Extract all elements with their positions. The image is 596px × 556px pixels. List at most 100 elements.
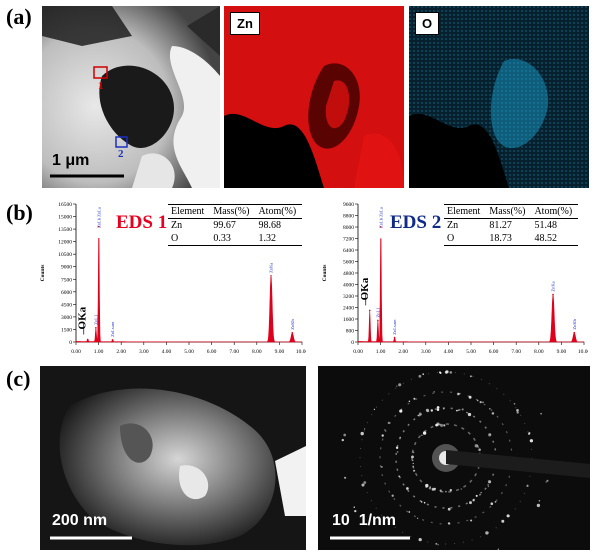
eds2-y-tick-label: 8800 xyxy=(343,214,354,220)
eds2-x-tick-label: 9.00 xyxy=(557,349,567,355)
eds1-x-tick-label: 8.00 xyxy=(252,349,262,355)
eds1-y-tick-label: 1500 xyxy=(61,327,72,333)
eds1-x-tick-label: 6.00 xyxy=(207,349,217,355)
diffraction-spot xyxy=(476,399,479,402)
eds1-x-tick-label: 0.00 xyxy=(71,349,81,355)
eds2-x-tick-label: 10.00 xyxy=(578,349,588,355)
diffraction-spot xyxy=(422,373,425,376)
diffraction-spot xyxy=(422,431,427,435)
stem-scale-bar-label: 1 μm xyxy=(52,152,90,169)
diffraction-spot xyxy=(445,370,449,374)
diffraction-spot xyxy=(516,411,519,414)
eds1-y-tick-label: 0 xyxy=(69,340,72,346)
diffraction-spot xyxy=(400,409,402,411)
diffraction-spot xyxy=(449,488,453,492)
eds2-y-tick-label: 4800 xyxy=(343,271,354,277)
diffraction-spot xyxy=(447,507,451,511)
eds2-cell: 18.73 xyxy=(489,233,512,244)
eds1-col-atom: Atom(%) xyxy=(258,206,297,217)
eds1-y-tick-label: 10500 xyxy=(58,252,72,258)
diffraction-spot xyxy=(361,483,365,487)
eds1-x-tick-label: 2.00 xyxy=(116,349,126,355)
diffraction-spot xyxy=(526,484,529,488)
diffraction-spot xyxy=(420,501,423,503)
diffraction-spot xyxy=(360,514,362,517)
eds2-x-tick-label: 7.00 xyxy=(511,349,521,355)
diffraction-spot xyxy=(460,488,462,490)
diffraction-spot xyxy=(479,401,482,404)
eds1-y-tick-label: 4500 xyxy=(61,302,72,308)
eds1-peak-point xyxy=(98,225,100,228)
diffraction-spot xyxy=(411,455,414,459)
eds1-y-tick-label: 13500 xyxy=(58,227,72,233)
diffraction-spot xyxy=(408,511,411,513)
eds1-peak-point xyxy=(270,275,272,277)
diffraction-spot xyxy=(513,402,516,405)
eds2-x-tick-label: 0.00 xyxy=(353,349,363,355)
eds1-peak-point xyxy=(111,339,114,341)
eds1-col-element: Element xyxy=(171,206,205,217)
diffraction-spot xyxy=(418,374,422,378)
diffraction-spot xyxy=(399,436,401,439)
diffraction-spot xyxy=(546,479,549,482)
diffraction-spot xyxy=(341,438,344,442)
diffraction-spot xyxy=(469,375,472,378)
diffraction-spot xyxy=(373,408,376,411)
diffraction-spot xyxy=(467,412,472,417)
eds2-cell: O xyxy=(447,233,455,244)
diffraction-spot xyxy=(437,544,439,546)
eds1-peak-point xyxy=(95,326,97,329)
diffraction-spot xyxy=(445,490,447,493)
eds1-peak-label: ZnKa xyxy=(269,263,274,273)
eds1-peak-label: ZnLb ZnLa xyxy=(96,207,101,228)
diffraction-spot xyxy=(468,395,472,399)
diffraction-spot xyxy=(436,422,440,426)
panel-label-b: (b) xyxy=(6,200,33,225)
eds1-cell: 99.67 xyxy=(213,220,236,231)
eds1-y-tick-label: 3000 xyxy=(61,315,72,321)
diffraction-spot xyxy=(395,446,399,449)
diffraction-spot xyxy=(343,433,347,437)
eds2-x-tick-label: 3.00 xyxy=(421,349,431,355)
eds2-chart: 0 800 1600 2400 3200 4000 4800 5600 6400 7200 8000… xyxy=(322,202,588,355)
diffraction-spot xyxy=(396,385,398,387)
diffraction-spot xyxy=(536,503,541,508)
eds2-x-tick-label: 5.00 xyxy=(466,349,476,355)
stem-image: 1 2 1 μm xyxy=(42,6,220,188)
eds1-x-tick-label: 9.00 xyxy=(275,349,285,355)
diffraction-spot xyxy=(538,500,541,502)
diffraction-spot xyxy=(449,371,453,374)
diffraction-spot xyxy=(431,487,435,491)
diffraction-spot xyxy=(439,489,442,492)
diffraction-spot xyxy=(416,517,419,519)
eds2-y-tick-label: 1600 xyxy=(343,317,354,323)
eds2-spectrum xyxy=(357,238,585,343)
eds2-peak-label: ZnKa xyxy=(551,281,556,291)
eds2-x-tick-label: 8.00 xyxy=(534,349,544,355)
diffraction-spot xyxy=(436,408,440,412)
eds1-x-tick-label: 3.00 xyxy=(139,349,149,355)
o-map: O xyxy=(409,6,589,188)
eds2-col-element: Element xyxy=(447,206,481,217)
eds1-y-tick-label: 15000 xyxy=(58,215,72,221)
eds2-peak-label: OKa xyxy=(359,277,371,300)
diffraction-spot xyxy=(413,397,416,400)
eds2-x-tick-label: 4.00 xyxy=(444,349,454,355)
diffraction-spot xyxy=(456,392,460,396)
eds2-y-tick-label: 7200 xyxy=(343,237,354,243)
eds2-x-tick-label: 1.00 xyxy=(376,349,386,355)
eds1-peak-label: ZnL1 xyxy=(93,315,98,325)
eds2-peak-label: ZnKb xyxy=(572,318,577,329)
diffraction-spot xyxy=(490,502,494,505)
diffraction-spot xyxy=(428,487,432,490)
diffraction-spot xyxy=(384,429,386,431)
eds2-y-tick-label: 5600 xyxy=(343,260,354,266)
diffraction-spot xyxy=(482,401,484,403)
diffraction-spot xyxy=(354,509,357,513)
o-map-label: O xyxy=(415,12,440,35)
diffraction-spot xyxy=(436,406,440,409)
eds2-peak-label: ZnL1 xyxy=(375,307,380,317)
diffraction-spot xyxy=(485,531,489,535)
eds1-x-tick-label: 5.00 xyxy=(184,349,194,355)
zn-map: Zn xyxy=(224,6,404,188)
